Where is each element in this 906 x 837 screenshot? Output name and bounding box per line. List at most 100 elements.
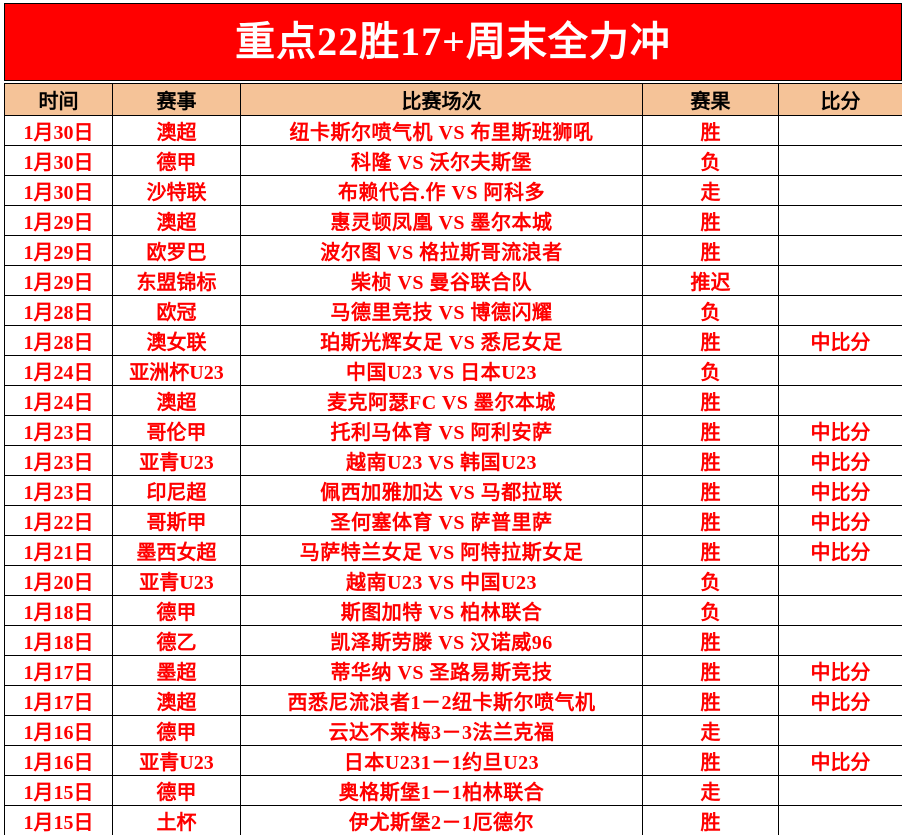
cell-score [778, 625, 902, 656]
cell-score [778, 175, 902, 206]
table-row[interactable]: 1月21日 墨西女超 马萨特兰女足 VS 阿特拉斯女足胜中比分 [4, 535, 902, 566]
table-row[interactable]: 1月20日 亚青U23 越南U23 VS 中国U23 负 [4, 565, 902, 596]
table-row[interactable]: 1月17日 墨超 蒂华纳 VS 圣路易斯竞技胜中比分 [4, 655, 902, 686]
table-row[interactable]: 1月30日 澳超 纽卡斯尔喷气机 VS 布里斯班狮吼胜 [4, 115, 902, 146]
table-row[interactable]: 1月18日 德甲 斯图加特 VS 柏林联合负 [4, 595, 902, 626]
cell-match: 越南U23 VS 韩国U23 [240, 445, 643, 476]
status-badge: 胜 [642, 115, 779, 146]
cell-time: 1月23日 [4, 475, 113, 506]
cell-score: 中比分 [778, 685, 902, 716]
cell-match: 马萨特兰女足 VS 阿特拉斯女足 [240, 535, 643, 566]
table-row[interactable]: 1月30日 沙特联 布赖代合.作 VS 阿科多走 [4, 175, 902, 206]
table-row[interactable]: 1月24日 亚洲杯U23 中国U23 VS 日本U23 负 [4, 355, 902, 386]
status-badge: 胜 [642, 745, 779, 776]
table-row[interactable]: 1月22日 哥斯甲 圣何塞体育 VS 萨普里萨胜中比分 [4, 505, 902, 536]
table-row[interactable]: 1月16日 亚青U23 日本U231－1约旦U23 胜中比分 [4, 745, 902, 776]
status-badge: 胜 [642, 235, 779, 266]
table-row[interactable]: 1月23日 印尼超 佩西加雅加达 VS 马都拉联胜中比分 [4, 475, 902, 506]
table-row[interactable]: 1月23日 亚青U23 越南U23 VS 韩国U23 胜中比分 [4, 445, 902, 476]
results-table: 时间 赛事 比赛场次 赛果 比分 1月30日 澳超 纽卡斯尔喷气机 VS 布里斯班狮… [4, 83, 902, 835]
table-row[interactable]: 1月17日 澳超 西悉尼流浪者1－2纽卡斯尔喷气机胜中比分 [4, 685, 902, 716]
cell-match: 斯图加特 VS 柏林联合 [240, 595, 643, 626]
cell-score: 中比分 [778, 325, 902, 356]
cell-league: 沙特联 [112, 175, 241, 206]
cell-match: 柴桢 VS 曼谷联合队 [240, 265, 643, 296]
cell-time: 1月16日 [4, 745, 113, 776]
cell-league: 德甲 [112, 145, 241, 176]
cell-time: 1月23日 [4, 445, 113, 476]
status-badge: 胜 [642, 505, 779, 536]
cell-league: 亚洲杯U23 [112, 355, 241, 386]
cell-league: 东盟锦标 [112, 265, 241, 296]
cell-score [778, 775, 902, 806]
status-badge: 负 [642, 295, 779, 326]
cell-time: 1月28日 [4, 295, 113, 326]
table-row[interactable]: 1月28日 欧冠 马德里竞技 VS 博德闪耀负 [4, 295, 902, 326]
cell-score: 中比分 [778, 475, 902, 506]
cell-score: 中比分 [778, 655, 902, 686]
cell-league: 澳超 [112, 685, 241, 716]
status-badge: 胜 [642, 625, 779, 656]
table-header: 时间 赛事 比赛场次 赛果 比分 [4, 83, 902, 116]
cell-time: 1月22日 [4, 505, 113, 536]
table-row[interactable]: 1月28日 澳女联 珀斯光辉女足 VS 悉尼女足胜中比分 [4, 325, 902, 356]
table-row[interactable]: 1月30日 德甲 科隆 VS 沃尔夫斯堡负 [4, 145, 902, 176]
cell-score [778, 355, 902, 386]
table-row[interactable]: 1月15日 德甲 奥格斯堡1－1柏林联合走 [4, 775, 902, 806]
status-badge: 胜 [642, 805, 779, 835]
cell-score [778, 565, 902, 596]
header-row: 时间 赛事 比赛场次 赛果 比分 [4, 83, 902, 116]
status-badge: 走 [642, 715, 779, 746]
cell-match: 麦克阿瑟FC VS 墨尔本城 [240, 385, 643, 416]
cell-league: 亚青U23 [112, 445, 241, 476]
cell-score [778, 805, 902, 835]
cell-league: 墨西女超 [112, 535, 241, 566]
status-badge: 胜 [642, 415, 779, 446]
table-row[interactable]: 1月24日 澳超 麦克阿瑟FC VS 墨尔本城胜 [4, 385, 902, 416]
cell-score: 中比分 [778, 535, 902, 566]
status-badge: 走 [642, 775, 779, 806]
table-row[interactable]: 1月15日 土杯 伊尤斯堡2－1厄德尔胜 [4, 805, 902, 835]
cell-match: 波尔图 VS 格拉斯哥流浪者 [240, 235, 643, 266]
cell-time: 1月28日 [4, 325, 113, 356]
cell-match: 越南U23 VS 中国U23 [240, 565, 643, 596]
table-row[interactable]: 1月29日 澳超 惠灵顿凤凰 VS 墨尔本城胜 [4, 205, 902, 236]
status-badge: 负 [642, 355, 779, 386]
cell-score: 中比分 [778, 415, 902, 446]
column-header-league: 赛事 [112, 83, 241, 116]
cell-score: 中比分 [778, 505, 902, 536]
cell-league: 欧罗巴 [112, 235, 241, 266]
status-badge: 负 [642, 145, 779, 176]
table-row[interactable]: 1月29日 欧罗巴 波尔图 VS 格拉斯哥流浪者胜 [4, 235, 902, 266]
status-badge: 胜 [642, 325, 779, 356]
cell-score [778, 715, 902, 746]
cell-time: 1月29日 [4, 205, 113, 236]
cell-time: 1月21日 [4, 535, 113, 566]
status-badge: 胜 [642, 385, 779, 416]
table-row[interactable]: 1月16日 德甲 云达不莱梅3－3法兰克福走 [4, 715, 902, 746]
cell-time: 1月17日 [4, 685, 113, 716]
cell-time: 1月15日 [4, 775, 113, 806]
cell-time: 1月23日 [4, 415, 113, 446]
cell-score: 中比分 [778, 745, 902, 776]
cell-time: 1月15日 [4, 805, 113, 835]
status-badge: 走 [642, 175, 779, 206]
cell-time: 1月29日 [4, 265, 113, 296]
status-badge: 负 [642, 595, 779, 626]
cell-score [778, 205, 902, 236]
table-row[interactable]: 1月18日 德乙 凯泽斯劳滕 VS 汉诺威96 胜 [4, 625, 902, 656]
cell-score [778, 265, 902, 296]
cell-score [778, 145, 902, 176]
cell-league: 德甲 [112, 775, 241, 806]
status-badge: 胜 [642, 445, 779, 476]
cell-match: 凯泽斯劳滕 VS 汉诺威96 [240, 625, 643, 656]
cell-score: 中比分 [778, 445, 902, 476]
status-badge: 胜 [642, 475, 779, 506]
table-row[interactable]: 1月23日 哥伦甲 托利马体育 VS 阿利安萨胜中比分 [4, 415, 902, 446]
cell-league: 德甲 [112, 595, 241, 626]
cell-league: 亚青U23 [112, 565, 241, 596]
cell-time: 1月17日 [4, 655, 113, 686]
cell-match: 马德里竞技 VS 博德闪耀 [240, 295, 643, 326]
column-header-match: 比赛场次 [240, 83, 643, 116]
table-row[interactable]: 1月29日 东盟锦标 柴桢 VS 曼谷联合队 推迟 [4, 265, 902, 296]
